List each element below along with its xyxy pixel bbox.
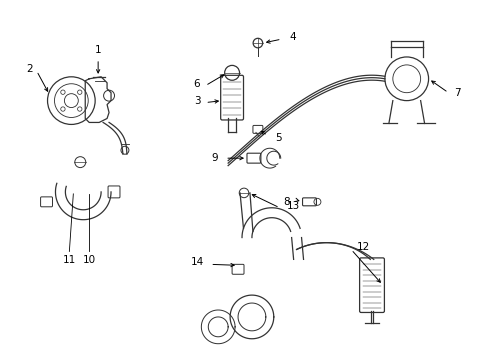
Text: 14: 14: [191, 257, 204, 267]
Text: 10: 10: [82, 255, 96, 265]
Text: 3: 3: [193, 96, 200, 105]
Text: 6: 6: [193, 79, 200, 89]
Text: 7: 7: [453, 88, 460, 98]
Text: 2: 2: [26, 64, 33, 74]
Text: 8: 8: [283, 197, 289, 207]
Text: 13: 13: [286, 201, 299, 211]
Text: 1: 1: [95, 45, 101, 55]
Text: 5: 5: [274, 133, 281, 143]
Text: 11: 11: [62, 255, 76, 265]
Text: 12: 12: [356, 243, 369, 252]
Text: 4: 4: [289, 32, 296, 42]
Text: 9: 9: [211, 153, 218, 163]
